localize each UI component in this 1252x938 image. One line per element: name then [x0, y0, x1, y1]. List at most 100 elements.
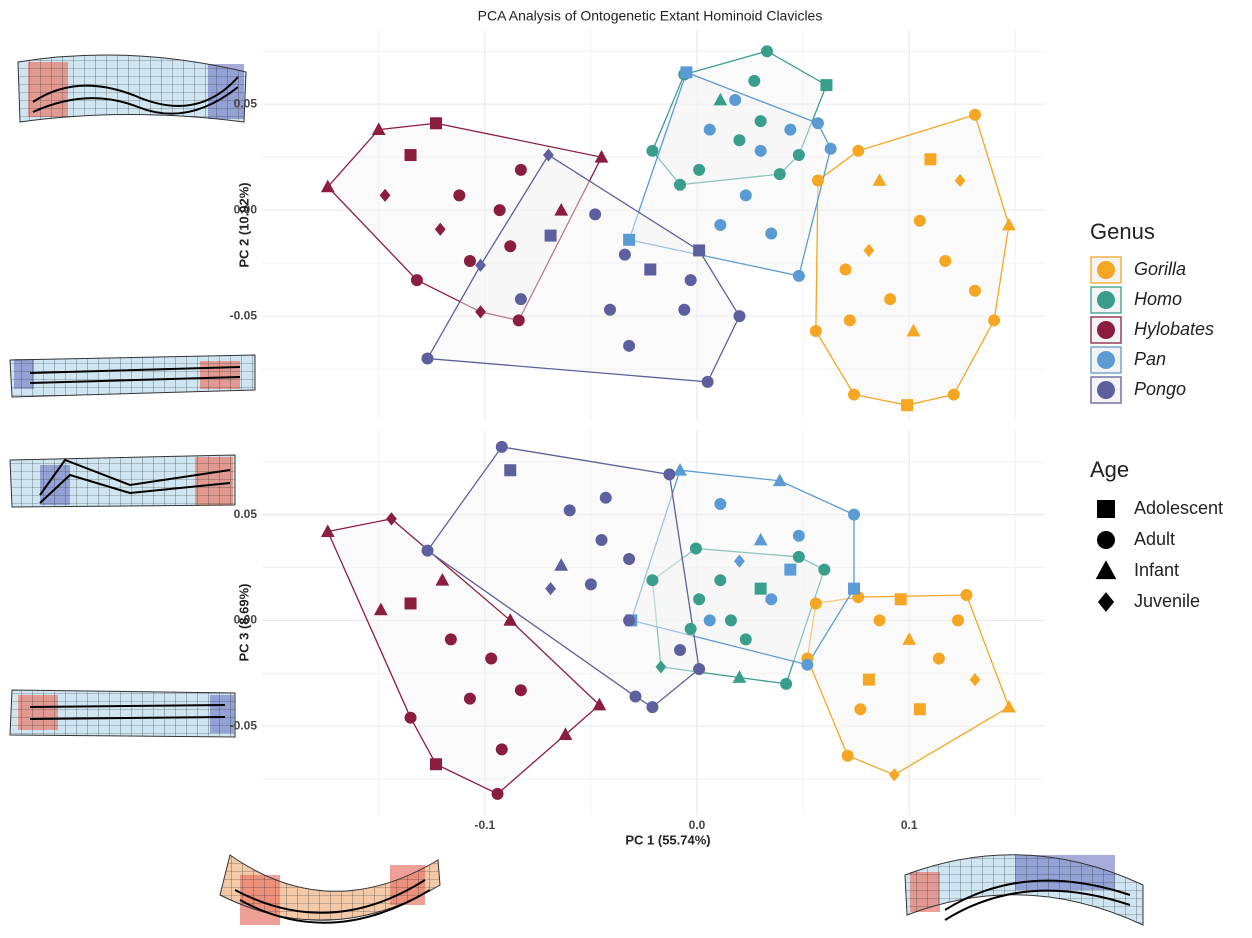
legend-label: Homo [1134, 289, 1182, 309]
point [848, 583, 860, 595]
point [646, 701, 658, 713]
point [755, 145, 767, 157]
page: PCA Analysis of Ontogenetic Extant Homin… [0, 0, 1252, 938]
point [714, 574, 726, 586]
point [960, 589, 972, 601]
point [810, 597, 822, 609]
legend-marker [1097, 261, 1115, 279]
point [740, 633, 752, 645]
point [600, 492, 612, 504]
chart: PCA Analysis of Ontogenetic Extant Homin… [0, 0, 1252, 938]
point [793, 149, 805, 161]
point [714, 219, 726, 231]
point [810, 325, 822, 337]
point [704, 124, 716, 136]
point [820, 79, 832, 91]
legend-label: Pongo [1134, 379, 1186, 399]
point [430, 758, 442, 770]
point [685, 274, 697, 286]
point [765, 227, 777, 239]
legend-marker [1097, 381, 1115, 399]
point [685, 623, 697, 635]
point [812, 174, 824, 186]
point [585, 578, 597, 590]
point [629, 691, 641, 703]
point [969, 285, 981, 297]
point [714, 498, 726, 510]
point [623, 234, 635, 246]
point [793, 530, 805, 542]
point [842, 750, 854, 762]
point [513, 314, 525, 326]
legend-label: Infant [1134, 560, 1179, 580]
legend-marker [1097, 321, 1115, 339]
point [680, 66, 692, 78]
point [405, 712, 417, 724]
point [485, 652, 497, 664]
legend-label: Gorilla [1134, 259, 1186, 279]
point [852, 145, 864, 157]
point [914, 703, 926, 715]
point [702, 376, 714, 388]
point [496, 441, 508, 453]
point [825, 143, 837, 155]
point [725, 614, 737, 626]
legend-label: Juvenile [1134, 591, 1200, 611]
point [545, 230, 557, 242]
point [755, 583, 767, 595]
point [678, 304, 690, 316]
legend-label: Hylobates [1134, 319, 1214, 339]
point [765, 593, 777, 605]
point [504, 464, 516, 476]
point [812, 117, 824, 129]
point [619, 249, 631, 261]
point [780, 678, 792, 690]
point [644, 264, 656, 276]
point [623, 614, 635, 626]
x-tick-label: -0.1 [474, 818, 495, 832]
point [844, 314, 856, 326]
point [755, 115, 767, 127]
legend-label: Adolescent [1134, 498, 1223, 518]
point [515, 684, 527, 696]
point [895, 593, 907, 605]
point [729, 94, 741, 106]
point [969, 109, 981, 121]
point [674, 644, 686, 656]
point [939, 255, 951, 267]
point [848, 389, 860, 401]
point [693, 663, 705, 675]
point [793, 270, 805, 282]
point [854, 703, 866, 715]
point [733, 134, 745, 146]
point [948, 389, 960, 401]
point [848, 509, 860, 521]
point [793, 551, 805, 563]
point [748, 75, 760, 87]
point [952, 614, 964, 626]
point [464, 255, 476, 267]
y-axis-label: PC 3 (8.69%) [236, 583, 251, 661]
point [818, 564, 830, 576]
legend-label: Adult [1134, 529, 1175, 549]
point [988, 314, 1000, 326]
legend-title: Age [1090, 457, 1129, 482]
legend-marker [1097, 500, 1115, 518]
y-tick-label: 0.05 [234, 507, 258, 521]
point [515, 293, 527, 305]
point [761, 45, 773, 57]
point [733, 310, 745, 322]
legend-marker [1098, 592, 1114, 612]
point [784, 564, 796, 576]
x-axis-label: PC 1 (55.74%) [625, 832, 710, 847]
point [596, 534, 608, 546]
point [863, 674, 875, 686]
y-tick-label: 0.05 [234, 96, 258, 110]
legend-marker [1097, 531, 1115, 549]
legend-marker [1097, 291, 1115, 309]
point [453, 189, 465, 201]
point [693, 164, 705, 176]
point [405, 149, 417, 161]
point [411, 274, 423, 286]
point [901, 399, 913, 411]
